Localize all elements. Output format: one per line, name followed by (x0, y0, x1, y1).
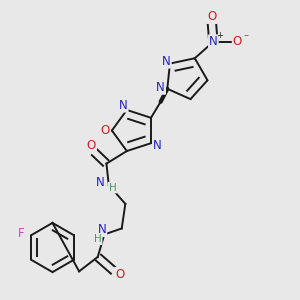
Text: N: N (119, 99, 128, 112)
Text: N: N (98, 223, 106, 236)
Text: O: O (207, 10, 217, 23)
Text: N: N (162, 55, 171, 68)
Text: H: H (109, 183, 116, 193)
Text: F: F (18, 227, 25, 240)
Text: N: N (209, 35, 218, 48)
Text: O: O (87, 139, 96, 152)
Text: O: O (101, 124, 110, 137)
Text: O: O (233, 35, 242, 48)
Text: O: O (115, 268, 124, 281)
Text: ⁻: ⁻ (243, 33, 248, 43)
Text: N: N (153, 139, 162, 152)
Text: N: N (95, 176, 104, 189)
Text: N: N (156, 81, 165, 94)
Text: H: H (94, 234, 102, 244)
Text: +: + (217, 31, 224, 40)
